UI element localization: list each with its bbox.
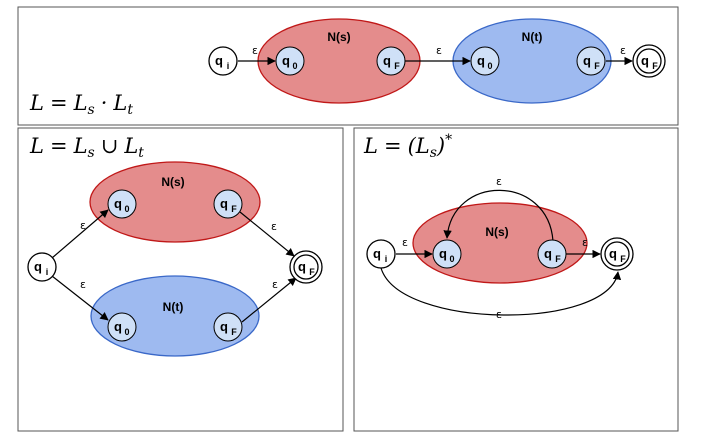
svg-text:q: q	[114, 319, 122, 334]
svg-text:q: q	[373, 246, 381, 261]
svg-text:0: 0	[124, 204, 129, 214]
svg-text:F: F	[309, 267, 315, 277]
svg-text:q: q	[298, 259, 306, 274]
epsilon-label: ε	[252, 44, 258, 57]
svg-text:F: F	[620, 254, 626, 264]
formula-concatenation: L = Ls · Lt	[29, 91, 133, 118]
state-start: q 0	[107, 189, 137, 219]
state-accept: q F	[600, 237, 634, 271]
state-final: q F	[537, 239, 567, 269]
machine-ns	[89, 161, 261, 243]
formula-kleene-star: L = (Ls)*	[363, 132, 452, 161]
svg-text:q: q	[544, 246, 552, 261]
svg-text:q: q	[439, 246, 447, 261]
formula-union: L = Ls ∪ Lt	[29, 134, 144, 161]
svg-text:q: q	[220, 196, 228, 211]
epsilon-label: ε	[496, 175, 502, 188]
svg-text:F: F	[231, 204, 237, 214]
state-final: q F	[576, 46, 606, 76]
svg-text:q: q	[282, 53, 290, 68]
svg-text:F: F	[394, 61, 400, 71]
svg-text:q: q	[114, 196, 122, 211]
svg-text:0: 0	[449, 254, 454, 264]
state-accept: q F	[289, 250, 323, 284]
svg-text:q: q	[34, 259, 42, 274]
epsilon-label: ε	[271, 220, 277, 233]
state-initial: q i	[366, 239, 396, 269]
svg-text:q: q	[383, 53, 391, 68]
state-initial: q i	[208, 46, 238, 76]
svg-text:i: i	[227, 61, 230, 71]
machine-ns-label: N(s)	[327, 30, 350, 44]
svg-text:F: F	[555, 254, 561, 264]
machine-ns-label: N(s)	[161, 175, 184, 189]
epsilon-label: ε	[80, 278, 86, 291]
epsilon-label: ε	[582, 236, 588, 249]
state-start: q 0	[107, 312, 137, 342]
state-final: q F	[376, 46, 406, 76]
state-start: q 0	[432, 239, 462, 269]
epsilon-label: ε	[402, 236, 408, 249]
svg-text:q: q	[583, 53, 591, 68]
machine-nt-label: N(t)	[522, 30, 543, 44]
svg-text:q: q	[609, 246, 617, 261]
svg-text:F: F	[594, 61, 600, 71]
panel-kleene-star: L = (Ls)* N(s) ε ε ε ε q i q 0 q F	[353, 127, 679, 432]
machine-nt-label: N(t)	[163, 300, 184, 314]
state-start: q 0	[470, 46, 500, 76]
svg-text:q: q	[220, 319, 228, 334]
machine-ns-label: N(s)	[485, 225, 508, 239]
svg-text:F: F	[231, 327, 237, 337]
state-start: q 0	[275, 46, 305, 76]
epsilon-label: ε	[272, 278, 278, 291]
epsilon-label: ε	[496, 308, 502, 321]
svg-text:0: 0	[292, 61, 297, 71]
state-final: q F	[213, 189, 243, 219]
state-final: q F	[213, 312, 243, 342]
svg-text:i: i	[46, 267, 49, 277]
svg-text:q: q	[641, 53, 649, 68]
svg-text:q: q	[215, 53, 223, 68]
svg-text:q: q	[477, 53, 485, 68]
epsilon-label: ε	[436, 44, 442, 57]
state-accept: q F	[632, 44, 666, 78]
panel-concatenation: L = Ls · Lt N(s) N(t) ε ε ε q i q 0 q F q	[17, 6, 679, 126]
svg-text:F: F	[652, 61, 658, 71]
svg-text:0: 0	[124, 327, 129, 337]
state-initial: q i	[27, 252, 57, 282]
epsilon-label: ε	[620, 44, 626, 57]
panel-union: L = Ls ∪ Lt N(s) N(t) ε ε ε ε q i q 0 q F	[17, 127, 344, 432]
svg-text:0: 0	[487, 61, 492, 71]
epsilon-label: ε	[80, 219, 86, 232]
svg-text:i: i	[385, 254, 388, 264]
